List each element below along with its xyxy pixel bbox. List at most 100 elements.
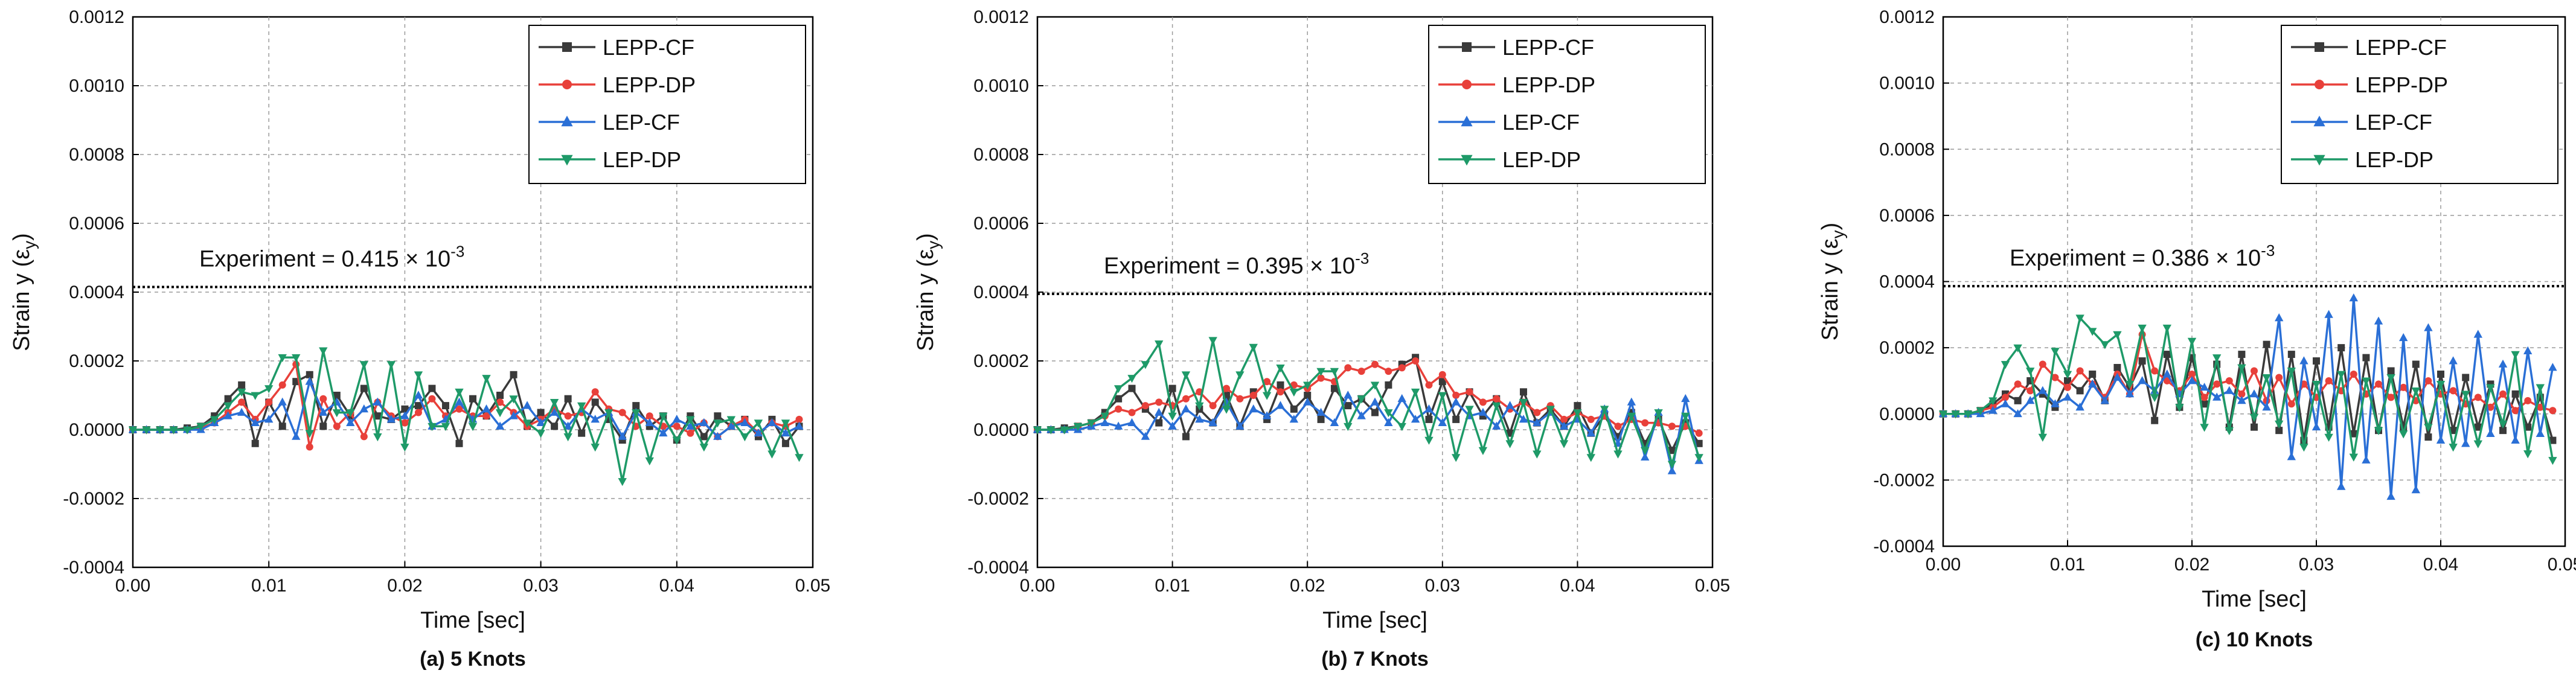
data-point (2076, 387, 2084, 395)
data-point (2275, 313, 2284, 322)
data-point (2523, 346, 2533, 355)
data-point (2262, 402, 2271, 411)
data-point (374, 412, 382, 420)
data-point (2014, 397, 2022, 404)
y-axis-title: Strain y (εy) (9, 233, 39, 351)
data-point (563, 433, 572, 442)
data-point (2473, 330, 2482, 338)
data-point (346, 418, 355, 426)
legend-marker (1462, 42, 1472, 52)
chart-panel-3: 0.00 0.01 0.02 0.03 0.04 0.05 -0.0004 -0.0002 0.… (1818, 7, 2576, 651)
data-point (155, 426, 165, 435)
data-point (2249, 389, 2259, 398)
data-point (359, 361, 369, 369)
data-point (414, 409, 422, 416)
x-tick-label: 0.01 (1155, 576, 1190, 596)
data-point (2511, 407, 2519, 415)
data-point (1493, 395, 1501, 403)
data-point (672, 415, 681, 423)
data-point (686, 416, 695, 424)
data-point (1100, 418, 1109, 426)
data-point (1667, 461, 1677, 469)
data-point (2113, 364, 2121, 372)
data-point (2349, 453, 2358, 462)
series-lep-cf (1938, 293, 2557, 500)
data-point (278, 397, 287, 406)
data-point (2275, 427, 2283, 435)
data-point (781, 419, 790, 428)
data-point (482, 404, 491, 413)
data-point (401, 405, 409, 413)
data-point (1168, 412, 1177, 421)
data-point (2375, 380, 2382, 388)
data-point (2038, 386, 2047, 394)
data-point (2362, 455, 2371, 464)
data-point (278, 381, 286, 389)
data-point (549, 407, 559, 416)
experiment-exponent: -3 (450, 242, 464, 260)
data-point (2187, 376, 2197, 384)
data-point (1668, 422, 1676, 430)
data-point (1249, 343, 1258, 352)
data-point (2150, 394, 2159, 403)
data-point (292, 354, 301, 363)
legend-label: LEP-DP (1502, 147, 1581, 172)
data-point (1424, 436, 1434, 445)
x-tick-label: 0.02 (1290, 576, 1325, 596)
data-point (223, 411, 232, 419)
data-point (1519, 388, 1527, 396)
data-point (278, 422, 286, 430)
x-axis-title: Time [sec] (420, 608, 525, 633)
data-point (2212, 392, 2222, 401)
data-point (2002, 394, 2009, 401)
data-point (2449, 356, 2458, 365)
data-point (1316, 368, 1325, 376)
data-point (306, 371, 313, 378)
data-point (319, 347, 328, 355)
data-point (469, 395, 476, 403)
data-point (563, 421, 572, 430)
data-point (1046, 426, 1056, 435)
data-point (1385, 368, 1392, 375)
data-point (2387, 367, 2395, 375)
data-point (400, 444, 409, 452)
data-point (1425, 381, 1433, 389)
data-point (2350, 370, 2357, 378)
data-point (2337, 482, 2346, 490)
data-point (1505, 401, 1514, 409)
data-point (1357, 368, 1365, 375)
data-point (2125, 381, 2135, 389)
data-point (2275, 420, 2284, 429)
data-point (2225, 386, 2234, 394)
data-point (1222, 406, 1231, 414)
data-point (1505, 440, 1514, 448)
data-point (2523, 450, 2533, 459)
data-point (1100, 412, 1109, 421)
data-point (1641, 452, 1650, 461)
data-point (237, 407, 246, 416)
data-point (1573, 409, 1582, 418)
chart-panel-2: 0.00 0.01 0.02 0.03 0.04 0.05 -0.0004 -0.0002 0.… (913, 7, 1730, 671)
y-axis-title: Strain y (εy) (913, 233, 943, 351)
data-point (2337, 371, 2346, 379)
data-point (2536, 429, 2545, 438)
panel-caption: (a) 5 Knots (420, 648, 526, 671)
data-point (1479, 398, 1487, 406)
data-point (1451, 397, 1461, 406)
data-point (2498, 359, 2508, 368)
data-point (1613, 450, 1623, 459)
y-tick-label: 0.0000 (69, 420, 124, 440)
y-tick-label: 0.0010 (1879, 74, 1935, 94)
data-point (1208, 418, 1217, 426)
legend-marker (561, 115, 573, 127)
data-point (1290, 405, 1298, 413)
y-tick-label: -0.0004 (63, 558, 124, 578)
data-point (1695, 439, 1703, 447)
data-point (1667, 466, 1677, 474)
data-point (1128, 384, 1136, 392)
data-point (1560, 415, 1568, 423)
data-point (2275, 374, 2283, 381)
data-point (795, 421, 804, 430)
legend-label: LEPP-CF (2355, 35, 2447, 60)
data-point (1424, 404, 1434, 413)
